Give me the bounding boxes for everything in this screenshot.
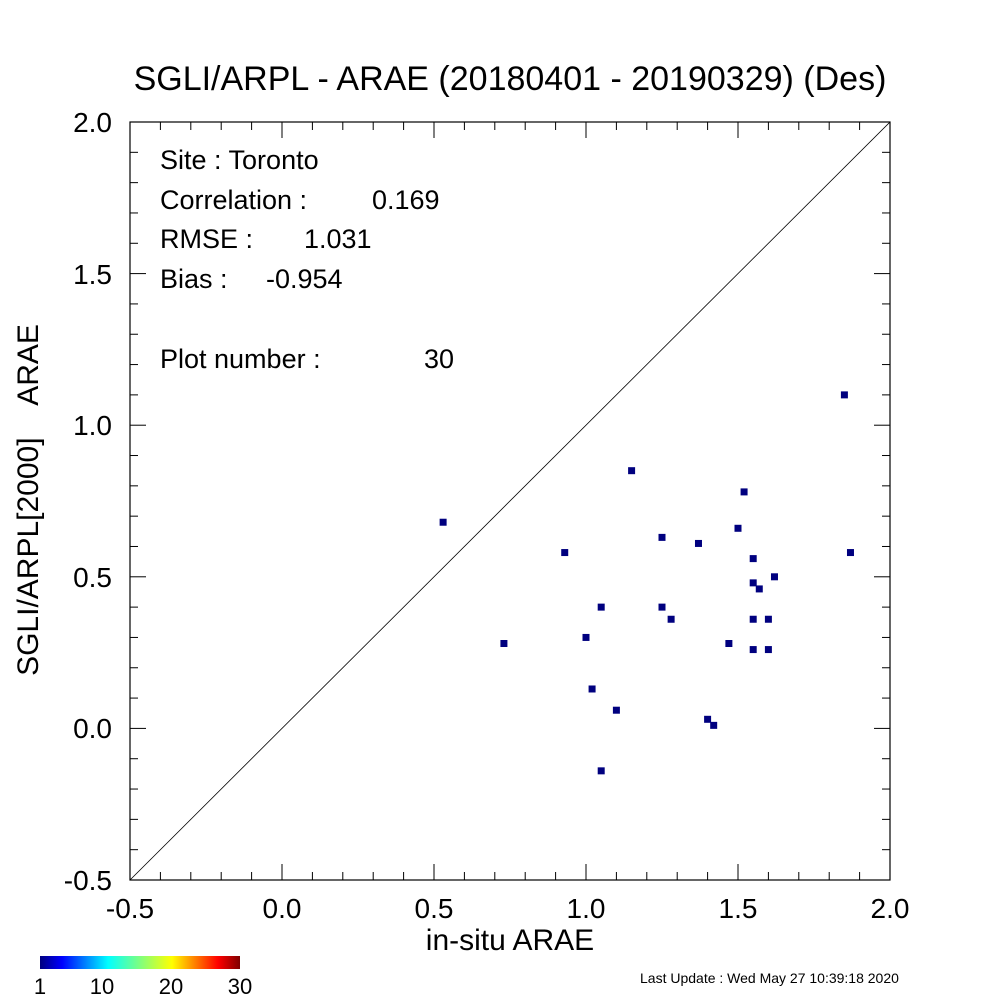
rmse-label: RMSE :	[160, 224, 253, 254]
bias-label: Bias :	[160, 264, 228, 294]
data-point	[740, 488, 748, 496]
axis-ticks	[129, 121, 891, 881]
stats-annotations: Site : Toronto Correlation : 0.169 RMSE …	[160, 145, 454, 374]
colorbar-label: 30	[228, 974, 252, 999]
data-point	[612, 706, 620, 714]
data-points	[439, 391, 854, 775]
colorbar-gradient	[40, 956, 240, 969]
data-point	[770, 573, 778, 581]
data-point	[628, 467, 636, 475]
data-point	[846, 549, 854, 557]
data-point	[667, 615, 675, 623]
one-to-one-line	[129, 121, 891, 881]
correlation-value: 0.169	[372, 185, 440, 215]
y-tick-label: 0.0	[73, 713, 112, 744]
colorbar-label: 1	[34, 974, 46, 999]
y-tick-label: -0.5	[64, 865, 112, 896]
data-point	[582, 633, 590, 641]
data-point	[840, 391, 848, 399]
data-point	[439, 518, 447, 526]
y-tick-label: 1.0	[73, 410, 112, 441]
data-point	[755, 585, 763, 593]
correlation-label: Correlation :	[160, 185, 307, 215]
data-point	[725, 640, 733, 648]
data-point	[749, 555, 757, 563]
x-tick-label: 0.0	[263, 893, 302, 924]
x-tick-label: -0.5	[106, 893, 154, 924]
data-point	[710, 721, 718, 729]
data-point	[694, 539, 702, 547]
x-tick-label: 1.0	[567, 893, 606, 924]
x-tick-label: 1.5	[719, 893, 758, 924]
y-tick-labels: -0.5 0.0 0.5 1.0 1.5 2.0	[64, 107, 112, 896]
y-tick-label: 1.5	[73, 259, 112, 290]
data-point	[597, 603, 605, 611]
plot-number-value: 30	[424, 344, 454, 374]
rmse-value: 1.031	[304, 224, 372, 254]
y-axis-title: SGLI/ARPL[2000] ARAE	[12, 324, 45, 676]
data-point	[500, 640, 508, 648]
x-tick-label: 2.0	[871, 893, 910, 924]
x-tick-labels: -0.5 0.0 0.5 1.0 1.5 2.0	[106, 893, 910, 924]
data-point	[561, 549, 569, 557]
y-tick-label: 0.5	[73, 562, 112, 593]
data-point	[658, 603, 666, 611]
plot-area	[129, 121, 891, 881]
data-point	[588, 685, 596, 693]
data-point	[704, 715, 712, 723]
plot-frame	[129, 121, 891, 881]
data-point	[749, 615, 757, 623]
last-update-text: Last Update : Wed May 27 10:39:18 2020	[640, 970, 899, 986]
colorbar-label: 20	[159, 974, 183, 999]
data-point	[658, 533, 666, 541]
x-tick-label: 0.5	[415, 893, 454, 924]
x-axis-title: in-situ ARAE	[426, 924, 594, 957]
chart-title: SGLI/ARPL - ARAE (20180401 - 20190329) (…	[134, 60, 887, 98]
bias-value: -0.954	[266, 264, 343, 294]
data-point	[749, 646, 757, 654]
data-point	[734, 524, 742, 532]
y-tick-label: 2.0	[73, 107, 112, 138]
plot-number-label: Plot number :	[160, 344, 321, 374]
data-point	[597, 767, 605, 775]
data-point	[764, 615, 772, 623]
data-point	[749, 579, 757, 587]
colorbar-label: 10	[90, 974, 114, 999]
site-label: Site : Toronto	[160, 145, 319, 175]
data-point	[764, 646, 772, 654]
colorbar: 1 10 20 30	[34, 956, 252, 999]
